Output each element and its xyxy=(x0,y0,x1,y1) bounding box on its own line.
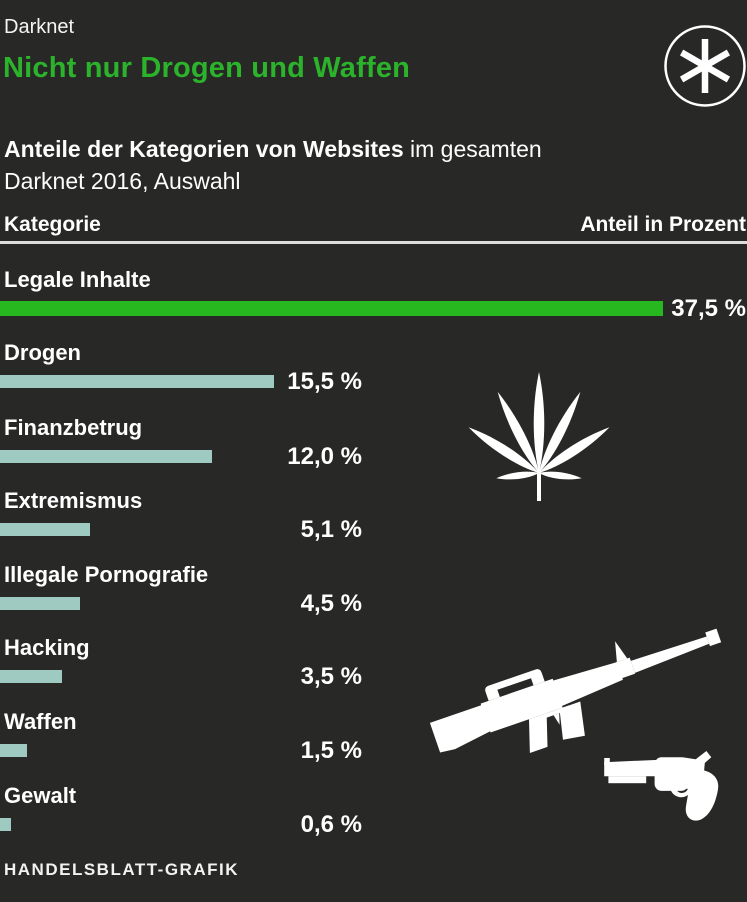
revolver-icon xyxy=(604,751,719,821)
chart-row: Legale Inhalte 37,5 % xyxy=(0,266,747,338)
category-label: Hacking xyxy=(4,635,90,660)
subtitle-line2: Darknet 2016, Auswahl xyxy=(4,168,241,194)
subtitle-bold: Anteile der Kategorien von Websites xyxy=(4,136,404,162)
category-label: Gewalt xyxy=(4,783,77,808)
category-bar xyxy=(0,375,274,388)
category-label: Drogen xyxy=(4,340,81,365)
chart-row: Drogen 15,5 % xyxy=(0,339,747,411)
category-bar xyxy=(0,301,663,316)
chart-row: Extremismus 5,1 % xyxy=(0,487,747,559)
value-label: 37,5 % xyxy=(671,295,746,322)
chart-row: Illegale Pornografie 4,5 % xyxy=(0,561,747,633)
category-bar xyxy=(0,523,90,536)
chart-subtitle: Anteile der Kategorien von Websites im g… xyxy=(4,133,659,197)
category-label: Extremismus xyxy=(4,488,143,513)
subtitle-regular: im gesamten xyxy=(403,136,542,162)
category-bar xyxy=(0,597,80,610)
value-label: 0,6 % xyxy=(300,811,362,838)
cannabis-leaf-icon xyxy=(468,372,610,501)
page-title: Nicht nur Drogen und Waffen xyxy=(3,52,411,84)
value-label: 12,0 % xyxy=(287,443,362,470)
category-bar xyxy=(0,818,11,831)
value-label: 5,1 % xyxy=(300,516,362,543)
category-label: Finanzbetrug xyxy=(4,415,143,440)
category-label: Legale Inhalte xyxy=(4,267,151,292)
category-label: Waffen xyxy=(4,709,77,734)
rifle-icon xyxy=(429,628,722,753)
header-divider-line xyxy=(0,241,747,244)
value-label: 1,5 % xyxy=(300,737,362,764)
chart-row: Finanzbetrug 12,0 % xyxy=(0,414,747,486)
value-label: 4,5 % xyxy=(300,590,362,617)
asterisk-icon xyxy=(664,25,746,107)
chart-row: Waffen 1,5 % xyxy=(0,708,747,780)
source-credit: HANDELSBLATT-GRAFIK xyxy=(4,860,239,879)
chart-row: Hacking 3,5 % xyxy=(0,634,747,706)
category-bar xyxy=(0,744,27,757)
value-label: 3,5 % xyxy=(300,663,362,690)
category-bar xyxy=(0,670,62,683)
category-label: Illegale Pornografie xyxy=(4,562,209,587)
column-header-category: Kategorie xyxy=(4,213,101,236)
kicker-label: Darknet xyxy=(4,16,75,38)
chart-row: Gewalt 0,6 % xyxy=(0,782,747,854)
value-label: 15,5 % xyxy=(287,368,362,395)
column-header-value: Anteil in Prozent xyxy=(580,213,746,236)
category-bar xyxy=(0,450,212,463)
